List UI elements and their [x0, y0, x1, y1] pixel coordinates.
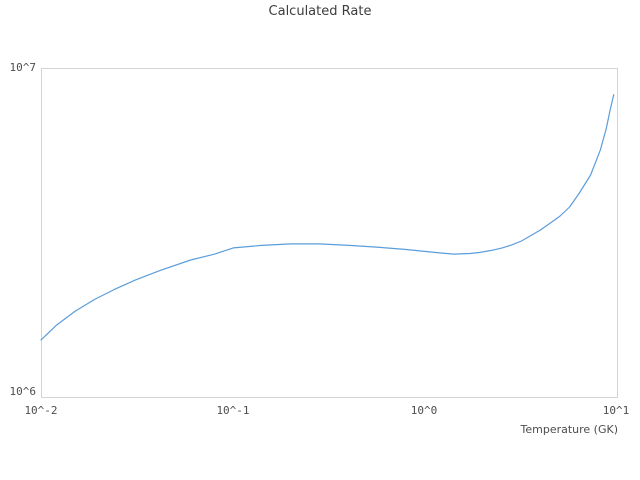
x-tick-label-1e-1: 10^-1	[216, 404, 250, 417]
x-tick-label-1e0: 10^0	[410, 404, 438, 417]
x-axis-title: Temperature (GK)	[520, 423, 619, 436]
chart-title: Calculated Rate	[268, 4, 372, 19]
plot-area	[41, 68, 618, 398]
y-tick-label-1e7: 10^7	[9, 61, 37, 74]
x-tick-label-1e-2: 10^-2	[24, 404, 58, 417]
x-tick-label-1e1: 10^1	[602, 404, 630, 417]
y-tick-label-1e6: 10^6	[9, 385, 37, 398]
rate-line	[40, 94, 615, 341]
